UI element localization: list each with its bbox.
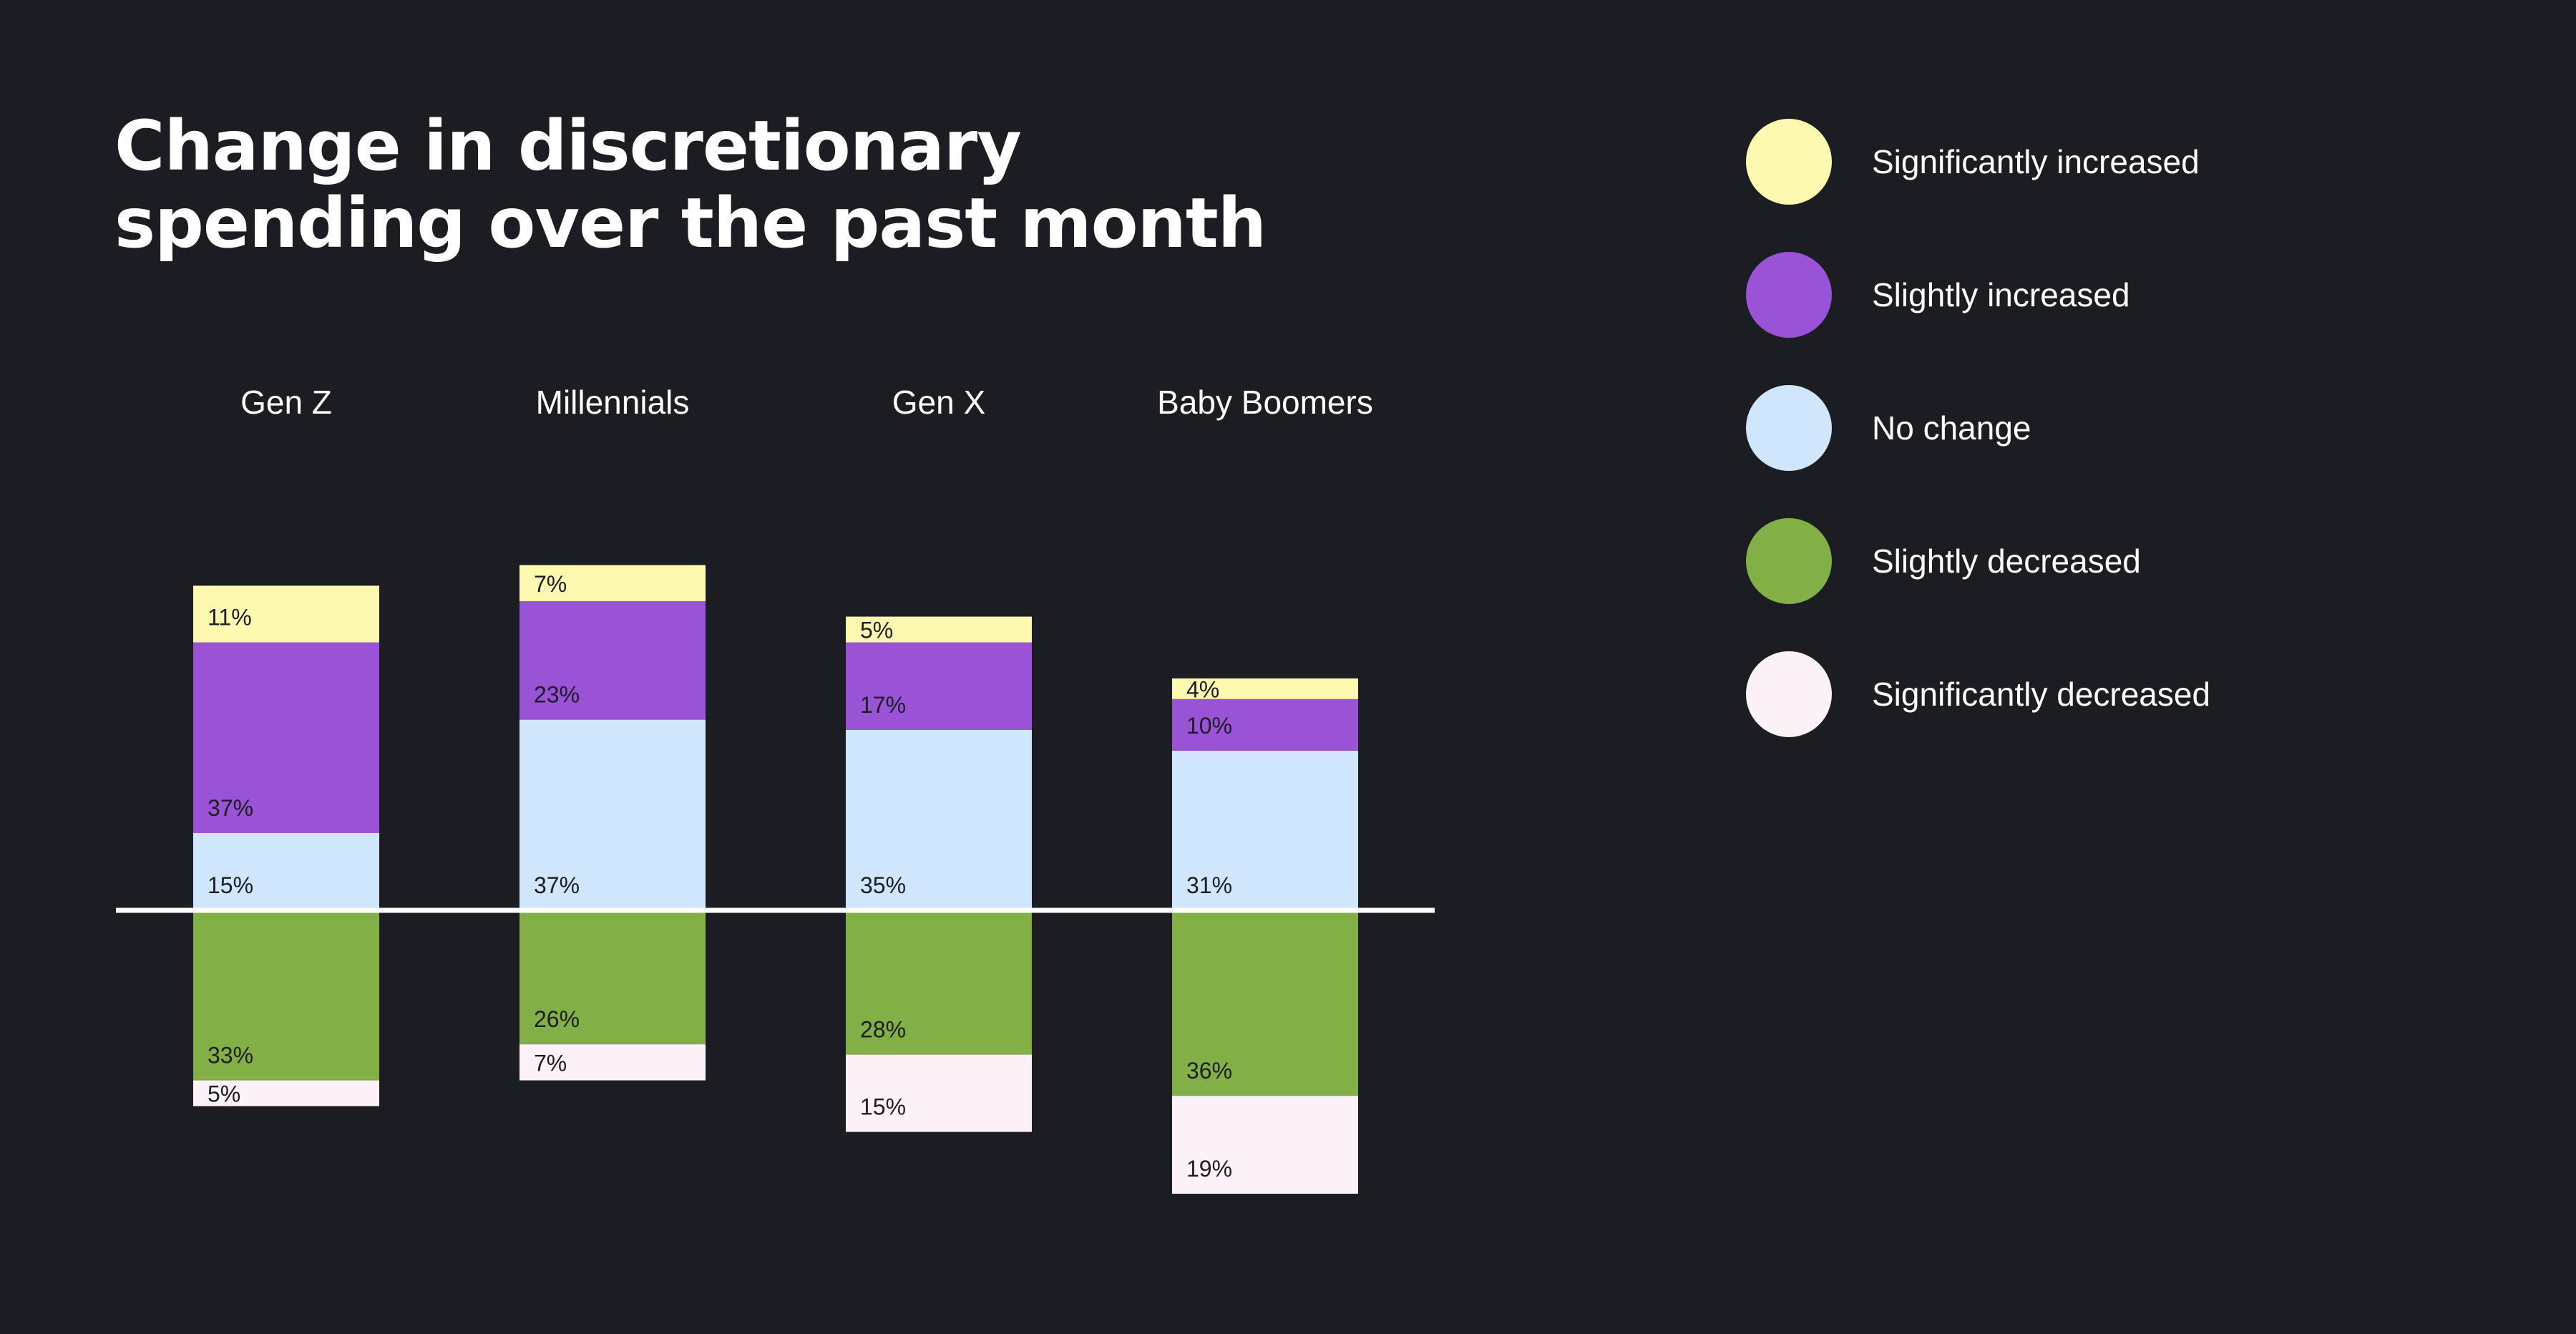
data-label-millennials-no-change: 37% <box>534 872 580 898</box>
bar-segment-gen-z-slightly-decreased <box>193 910 379 1081</box>
chart-legend: Significantly increased Slightly increas… <box>1746 119 2462 784</box>
category-label-millennials: Millennials <box>536 384 690 421</box>
bar-segment-millennials-significantly-increased <box>519 565 706 601</box>
bar-segment-baby-boomers-slightly-decreased <box>1172 910 1358 1096</box>
bar-group-gen-z: Gen Z 15% 37% 11% 33% 5% <box>193 384 379 1107</box>
legend-label-slightly-increased: Slightly increased <box>1872 276 2130 313</box>
data-label-gen-z-no-change: 15% <box>208 872 253 898</box>
chart-title-line-1: Change in discretionary <box>114 106 1022 186</box>
bar-segment-gen-z-no-change <box>193 833 379 910</box>
data-label-baby-boomers-no-change: 31% <box>1186 872 1232 898</box>
legend-swatch-no-change <box>1746 385 1832 471</box>
bar-group-gen-x: Gen X 35% 17% 5% 28% 15% <box>846 384 1032 1132</box>
data-label-gen-x-significantly-increased: 5% <box>860 618 893 643</box>
stacked-bar-chart: Gen Z 15% 37% 11% 33% 5% Millennials 37% 23% 7% 26… <box>116 384 1435 1194</box>
legend-label-no-change: No change <box>1872 409 2031 447</box>
bar-segment-baby-boomers-significantly-decreased <box>1172 1096 1358 1194</box>
bar-group-millennials: Millennials 37% 23% 7% 26% 7% <box>519 384 706 1081</box>
legend-swatch-slightly-increased <box>1746 252 1832 338</box>
legend-label-significantly-increased: Significantly increased <box>1872 143 2200 180</box>
legend-swatch-significantly-increased <box>1746 119 1832 205</box>
legend-label-slightly-decreased: Slightly decreased <box>1872 542 2141 580</box>
data-label-gen-z-slightly-increased: 37% <box>208 795 253 821</box>
legend-swatch-slightly-decreased <box>1746 518 1832 604</box>
legend-item-slightly-decreased: Slightly decreased <box>1746 518 2462 604</box>
data-label-gen-x-significantly-decreased: 15% <box>860 1094 906 1120</box>
data-label-gen-z-significantly-decreased: 5% <box>208 1081 240 1107</box>
data-label-baby-boomers-significantly-decreased: 19% <box>1186 1156 1232 1182</box>
bar-segment-gen-x-no-change <box>846 730 1032 910</box>
legend-item-no-change: No change <box>1746 385 2462 471</box>
bar-segment-gen-x-slightly-decreased <box>846 910 1032 1055</box>
data-label-millennials-slightly-decreased: 26% <box>534 1006 580 1032</box>
legend-item-significantly-decreased: Significantly decreased <box>1746 651 2462 737</box>
bar-segment-gen-z-significantly-decreased <box>193 1080 379 1106</box>
legend-item-slightly-increased: Slightly increased <box>1746 252 2462 338</box>
bar-segment-gen-x-slightly-increased <box>846 642 1032 730</box>
data-label-baby-boomers-slightly-decreased: 36% <box>1186 1058 1232 1084</box>
bar-segment-millennials-slightly-increased <box>519 601 706 720</box>
data-label-gen-x-slightly-decreased: 28% <box>860 1017 906 1043</box>
bar-segment-baby-boomers-no-change <box>1172 750 1358 910</box>
bar-segment-millennials-slightly-decreased <box>519 910 706 1045</box>
data-label-baby-boomers-significantly-increased: 4% <box>1186 676 1219 702</box>
data-label-gen-z-slightly-decreased: 33% <box>208 1043 253 1068</box>
bar-segment-gen-x-significantly-increased <box>846 616 1032 643</box>
data-label-gen-z-significantly-increased: 11% <box>208 605 252 631</box>
data-label-gen-x-no-change: 35% <box>860 872 906 898</box>
data-label-gen-x-slightly-increased: 17% <box>860 692 906 718</box>
bar-segment-baby-boomers-significantly-increased <box>1172 678 1358 699</box>
data-label-millennials-significantly-increased: 7% <box>534 571 567 597</box>
category-label-baby-boomers: Baby Boomers <box>1157 384 1373 421</box>
bar-group-baby-boomers: Baby Boomers 31% 10% 4% 36% 19% <box>1157 384 1373 1194</box>
legend-label-significantly-decreased: Significantly decreased <box>1872 676 2211 713</box>
bar-segment-gen-x-significantly-decreased <box>846 1054 1032 1132</box>
chart-title-line-2: spending over the past month <box>114 183 1267 263</box>
chart-title: Change in discretionary spending over th… <box>114 107 1474 262</box>
category-label-gen-x: Gen X <box>892 384 985 421</box>
data-label-millennials-slightly-increased: 23% <box>534 682 580 708</box>
bar-segment-gen-z-slightly-increased <box>193 642 379 833</box>
legend-swatch-significantly-decreased <box>1746 651 1832 737</box>
bar-segment-millennials-no-change <box>519 719 706 910</box>
data-label-millennials-significantly-decreased: 7% <box>534 1050 567 1076</box>
bar-segment-gen-z-significantly-increased <box>193 585 379 643</box>
bar-segment-millennials-significantly-decreased <box>519 1044 706 1081</box>
data-label-baby-boomers-slightly-increased: 10% <box>1186 713 1232 739</box>
legend-item-significantly-increased: Significantly increased <box>1746 119 2462 205</box>
category-label-gen-z: Gen Z <box>240 384 332 421</box>
bar-segment-baby-boomers-slightly-increased <box>1172 698 1358 751</box>
